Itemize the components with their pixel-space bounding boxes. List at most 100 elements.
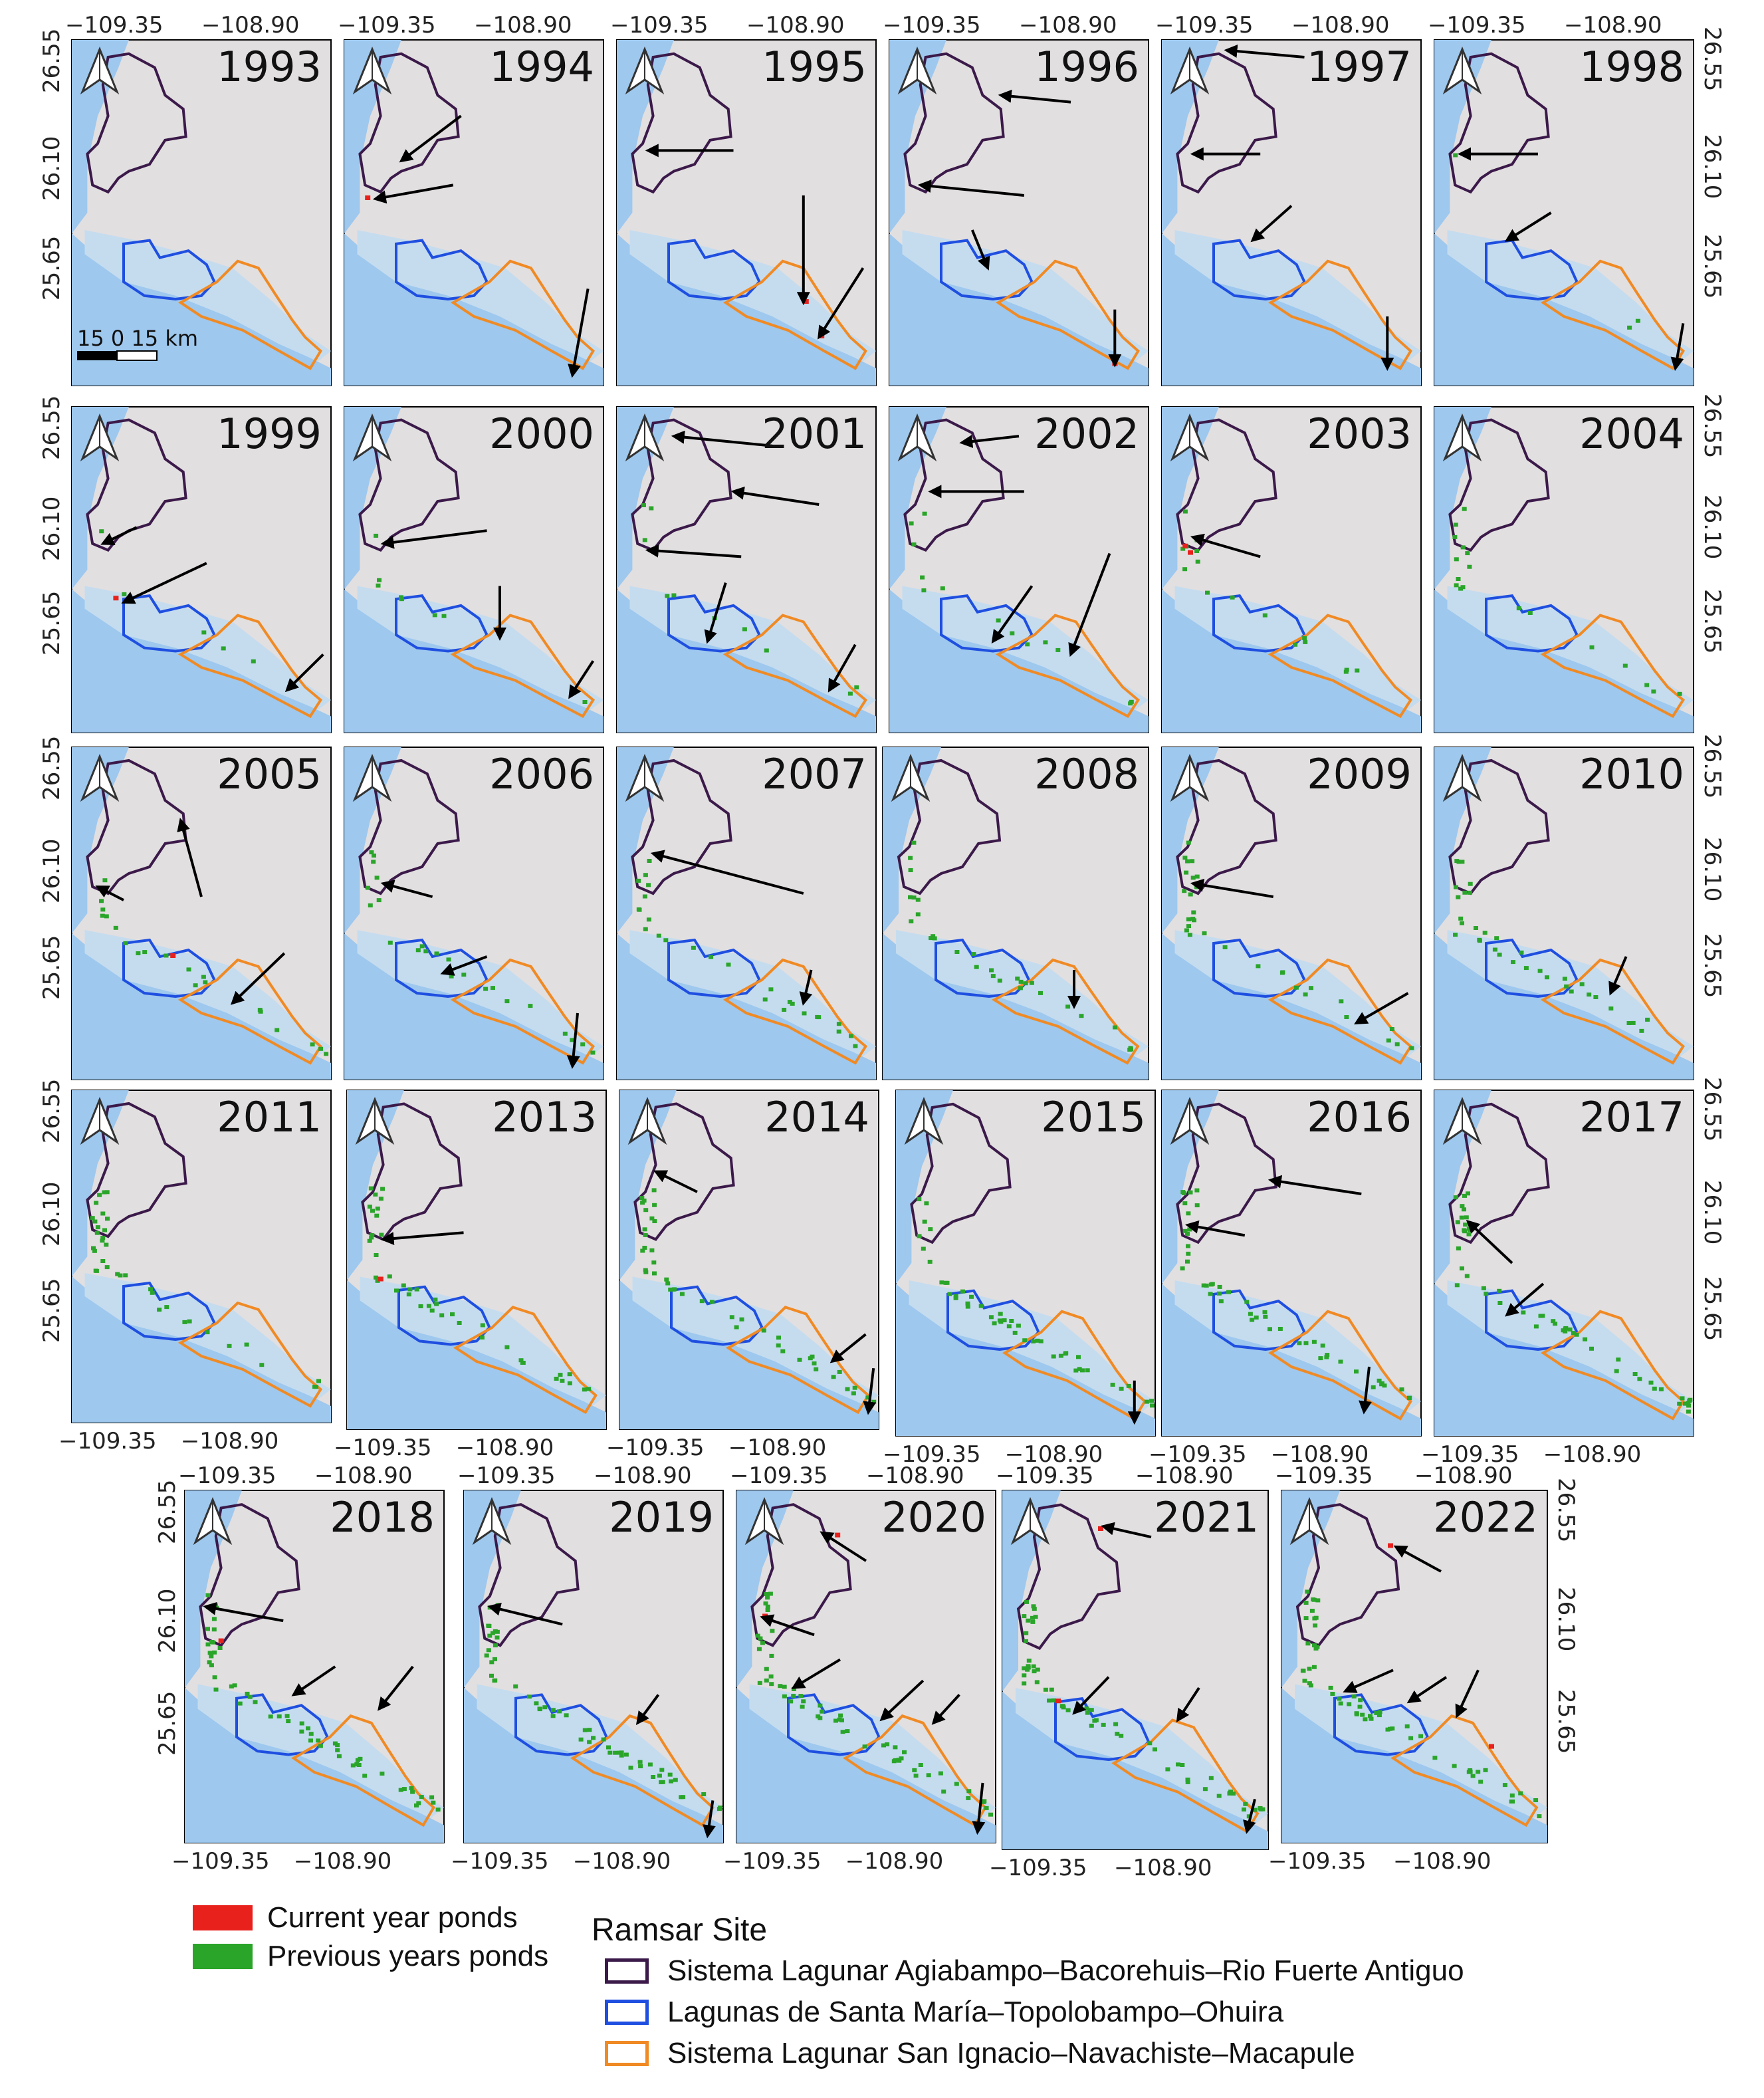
previous-pond <box>665 594 670 598</box>
previous-pond <box>1018 986 1023 991</box>
previous-pond <box>1453 153 1458 158</box>
current-pond <box>835 1532 841 1538</box>
lat-tick-right: 25.65 <box>1699 1276 1725 1341</box>
lon-tick-top: −109.35 <box>178 1462 276 1489</box>
previous-pond <box>209 1663 214 1668</box>
previous-pond <box>893 1758 898 1762</box>
previous-pond <box>489 1660 495 1665</box>
previous-pond <box>193 983 198 988</box>
previous-pond <box>833 1718 838 1723</box>
previous-pond <box>1497 1301 1503 1305</box>
previous-pond <box>1583 1337 1588 1341</box>
previous-pond <box>932 936 937 941</box>
previous-pond <box>965 1304 970 1309</box>
previous-pond <box>643 1232 648 1237</box>
previous-pond <box>762 997 768 1002</box>
previous-pond <box>414 1287 419 1292</box>
previous-pond <box>1185 1231 1190 1236</box>
lat-tick-left: 26.55 <box>39 735 65 800</box>
previous-pond <box>768 1674 774 1679</box>
previous-pond <box>1379 1381 1384 1385</box>
ramsar-site3-outline <box>1540 259 1685 370</box>
previous-pond <box>122 592 127 596</box>
previous-pond <box>847 691 853 696</box>
previous-pond <box>1026 1618 1031 1623</box>
previous-pond <box>782 1694 787 1698</box>
previous-pond <box>1023 981 1028 986</box>
previous-pond <box>324 1052 329 1056</box>
lagoon <box>1174 586 1421 710</box>
ramsar-site1-outline <box>631 52 732 194</box>
previous-pond <box>94 1268 99 1273</box>
previous-pond <box>123 1273 128 1278</box>
previous-pond <box>1222 945 1228 949</box>
previous-pond <box>377 578 382 582</box>
previous-pond <box>640 1248 645 1253</box>
lat-tick-right: 25.65 <box>1699 933 1725 998</box>
previous-pond <box>229 1684 234 1689</box>
change-arrow <box>635 1694 660 1726</box>
map-panel-1997: 1997 <box>1161 39 1422 386</box>
previous-pond <box>251 659 256 663</box>
previous-pond <box>652 1271 657 1276</box>
previous-pond <box>398 1788 403 1792</box>
year-label: 1993 <box>217 43 322 91</box>
previous-pond <box>567 1381 572 1385</box>
previous-pond <box>102 1190 107 1195</box>
previous-pond <box>1031 1339 1036 1343</box>
previous-pond <box>1477 937 1482 942</box>
previous-pond <box>1085 1710 1090 1715</box>
legend-site1: Sistema Lagunar Agiabampo–Bacorehuis–Rio… <box>605 1954 1464 1988</box>
previous-pond <box>764 648 769 653</box>
previous-pond <box>1034 1680 1040 1685</box>
change-arrow <box>998 89 1071 104</box>
previous-pond <box>954 1782 959 1786</box>
previous-pond <box>1009 1319 1014 1323</box>
lat-tick-left: 25.65 <box>39 236 65 301</box>
map-panel-2022: 2022 <box>1281 1490 1548 1843</box>
previous-label: Previous years ponds <box>267 1940 549 1972</box>
previous-pond <box>1614 1369 1619 1373</box>
map-panel-2010: 2010 <box>1434 747 1694 1080</box>
previous-pond <box>909 521 914 526</box>
previous-pond <box>1277 1327 1283 1331</box>
change-arrow <box>760 1614 815 1637</box>
previous-pond <box>1409 1046 1414 1050</box>
previous-pond <box>1338 1359 1343 1364</box>
previous-pond <box>623 1752 629 1757</box>
previous-pond <box>802 1011 807 1016</box>
previous-pond <box>1511 960 1515 965</box>
change-arrow <box>440 955 488 976</box>
previous-pond <box>1010 631 1015 636</box>
previous-pond <box>367 1205 372 1209</box>
change-arrow <box>645 544 742 558</box>
lon-tick-bottom: −109.35 <box>171 1848 270 1875</box>
previous-pond <box>1268 1327 1272 1332</box>
previous-pond <box>1571 1331 1576 1336</box>
change-arrow <box>879 1679 925 1722</box>
previous-pond <box>1110 1383 1115 1387</box>
year-label: 2018 <box>330 1493 435 1542</box>
lon-tick-bottom: −109.35 <box>1149 1441 1247 1468</box>
ramsar-site1-outline <box>631 758 732 895</box>
change-arrow <box>1268 1175 1362 1195</box>
previous-pond <box>1187 1227 1192 1232</box>
previous-pond <box>1462 507 1467 511</box>
change-arrow <box>1504 211 1552 242</box>
lon-tick-top: −108.90 <box>1414 1462 1513 1489</box>
previous-pond <box>1466 1232 1472 1236</box>
previous-pond <box>669 1779 673 1784</box>
previous-pond <box>435 1807 441 1812</box>
previous-pond <box>701 1792 707 1796</box>
lon-tick-bottom: −108.90 <box>845 1848 944 1875</box>
previous-pond <box>1460 545 1466 550</box>
previous-pond <box>1639 1028 1644 1033</box>
north-arrow-icon <box>1442 413 1482 462</box>
change-arrow <box>1466 1219 1513 1264</box>
previous-pond <box>1022 1666 1027 1671</box>
previous-pond <box>1113 1025 1117 1030</box>
previous-pond <box>755 1633 760 1638</box>
change-arrow <box>799 969 813 1006</box>
previous-pond <box>668 1287 673 1292</box>
previous-pond <box>374 875 380 880</box>
